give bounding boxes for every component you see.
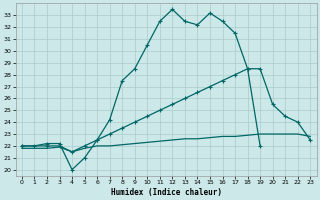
X-axis label: Humidex (Indice chaleur): Humidex (Indice chaleur) [111, 188, 221, 197]
